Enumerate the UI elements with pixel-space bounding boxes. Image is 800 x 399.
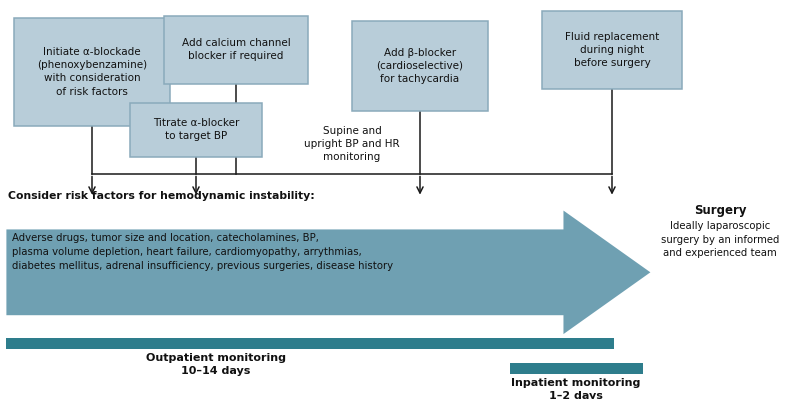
Text: Ideally laparoscopic
surgery by an informed
and experienced team: Ideally laparoscopic surgery by an infor… [661, 221, 779, 258]
FancyBboxPatch shape [14, 18, 170, 126]
Text: Add calcium channel
blocker if required: Add calcium channel blocker if required [182, 38, 290, 61]
Text: Surgery: Surgery [694, 204, 746, 217]
Text: Outpatient monitoring
10–14 days: Outpatient monitoring 10–14 days [146, 353, 286, 376]
Text: Titrate α-blocker
to target BP: Titrate α-blocker to target BP [153, 118, 239, 141]
FancyBboxPatch shape [130, 103, 262, 156]
Text: Adverse drugs, tumor size and location, catecholamines, BP,
plasma volume deplet: Adverse drugs, tumor size and location, … [12, 233, 393, 271]
FancyBboxPatch shape [352, 21, 488, 111]
Bar [6, 338, 614, 349]
Text: Supine and
upright BP and HR
monitoring: Supine and upright BP and HR monitoring [304, 126, 400, 162]
FancyBboxPatch shape [542, 11, 682, 89]
Polygon shape [6, 211, 650, 334]
Bar [510, 363, 643, 374]
Text: Add β-blocker
(cardioselective)
for tachycardia: Add β-blocker (cardioselective) for tach… [377, 47, 463, 84]
Text: Inpatient monitoring
1–2 days: Inpatient monitoring 1–2 days [511, 378, 641, 399]
Text: Fluid replacement
during night
before surgery: Fluid replacement during night before su… [565, 32, 659, 68]
FancyBboxPatch shape [164, 16, 308, 84]
Text: Initiate α-blockade
(phenoxybenzamine)
with consideration
of risk factors: Initiate α-blockade (phenoxybenzamine) w… [37, 47, 147, 97]
Text: Consider risk factors for hemodynamic instability:: Consider risk factors for hemodynamic in… [8, 192, 314, 201]
